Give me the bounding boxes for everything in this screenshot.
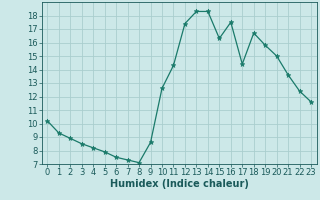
X-axis label: Humidex (Indice chaleur): Humidex (Indice chaleur) (110, 179, 249, 189)
